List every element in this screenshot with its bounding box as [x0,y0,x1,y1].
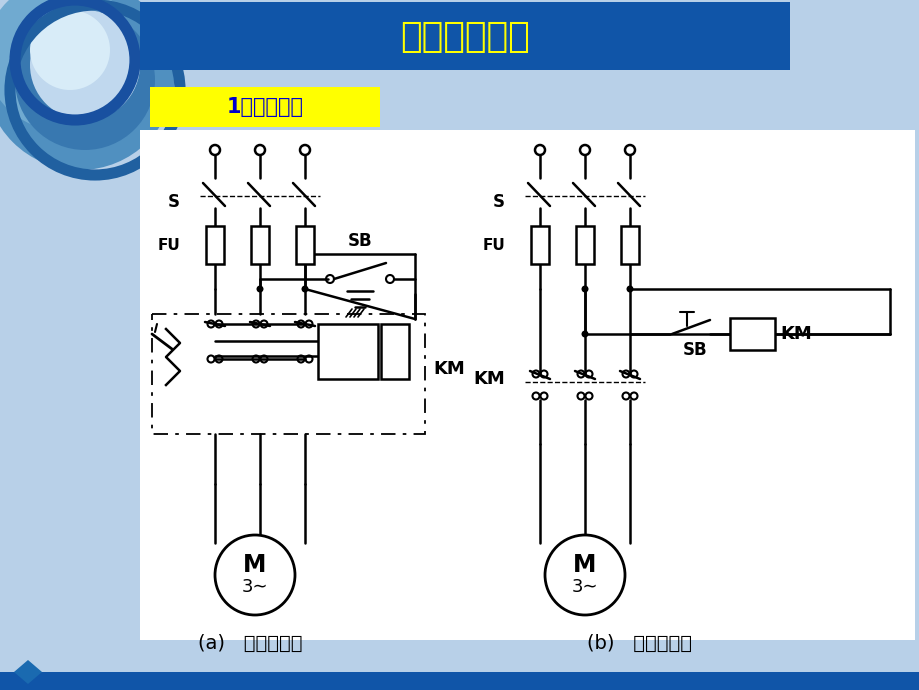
Text: 1、点动控制: 1、点动控制 [226,97,303,117]
Text: M: M [573,553,596,577]
Text: M: M [243,553,267,577]
Circle shape [15,10,154,150]
Bar [296,226,313,264]
Text: KM: KM [472,370,505,388]
Text: KM: KM [433,360,464,378]
Bar [150,87,380,127]
Circle shape [215,535,295,615]
Circle shape [581,286,588,293]
Circle shape [301,286,308,293]
Text: 3∼: 3∼ [571,578,597,596]
Bar [575,226,594,264]
Circle shape [626,286,633,293]
Bar [620,226,639,264]
Bar [206,226,223,264]
Text: KM: KM [779,325,811,343]
Circle shape [30,10,110,90]
Text: FU: FU [157,237,180,253]
Bar [152,314,425,434]
Text: SB: SB [682,341,707,359]
Text: S: S [168,193,180,211]
Text: FU: FU [482,237,505,253]
Bar [251,226,268,264]
Text: S: S [493,193,505,211]
Bar [474,130,914,640]
Text: (a)   接线示意图: (a) 接线示意图 [198,633,302,653]
Bar [530,226,549,264]
Bar [140,2,789,70]
Bar [318,324,378,379]
Bar [380,324,409,379]
Polygon shape [14,660,42,684]
Circle shape [30,10,140,120]
Bar [729,318,774,350]
Bar [0,672,919,690]
Text: 3∼: 3∼ [242,578,268,596]
Text: 简单起停控制: 简单起停控制 [400,20,529,54]
Text: (b)   电气原理图: (b) 电气原理图 [587,633,692,653]
Circle shape [0,0,135,130]
Circle shape [544,535,624,615]
Circle shape [0,0,175,170]
Text: SB: SB [347,232,372,250]
Bar [140,130,509,640]
Circle shape [581,331,588,337]
Circle shape [256,286,263,293]
